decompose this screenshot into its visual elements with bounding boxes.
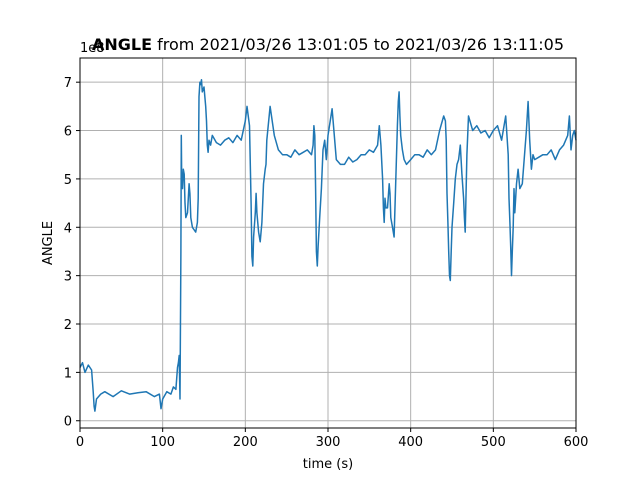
- x-tick-label: 300: [316, 435, 341, 450]
- y-tick-label: 5: [64, 173, 72, 188]
- y-tick-label: 6: [64, 125, 72, 140]
- x-tick-label: 100: [150, 435, 175, 450]
- x-tick-label: 0: [76, 435, 84, 450]
- x-tick-label: 500: [481, 435, 506, 450]
- angle-series-line: [79, 79, 577, 412]
- y-tick-label: 1: [64, 366, 72, 381]
- chart-title-bold: ANGLE: [92, 35, 152, 54]
- series-layer: [79, 79, 577, 412]
- y-axis-label: ANGLE: [41, 221, 56, 265]
- y-tick-label: 3: [64, 270, 72, 285]
- y-tick-label: 7: [64, 76, 72, 91]
- x-tick-label: 400: [398, 435, 423, 450]
- y-tick-label: 2: [64, 318, 72, 333]
- y-tick-label: 4: [64, 221, 72, 236]
- chart-title: ANGLE from 2021/03/26 13:01:05 to 2021/0…: [92, 35, 564, 54]
- x-axis-ticks: 0 100 200 300 400 500 600: [76, 428, 589, 450]
- x-axis-label: time (s): [303, 457, 353, 472]
- y-axis-ticks: 0 1 2 3 4 5 6 7: [64, 76, 80, 430]
- y-offset-label: 1e8: [80, 41, 105, 56]
- y-tick-label: 0: [64, 415, 72, 430]
- chart-title-rest: from 2021/03/26 13:01:05 to 2021/03/26 1…: [152, 35, 564, 54]
- x-tick-label: 600: [564, 435, 589, 450]
- x-tick-label: 200: [233, 435, 258, 450]
